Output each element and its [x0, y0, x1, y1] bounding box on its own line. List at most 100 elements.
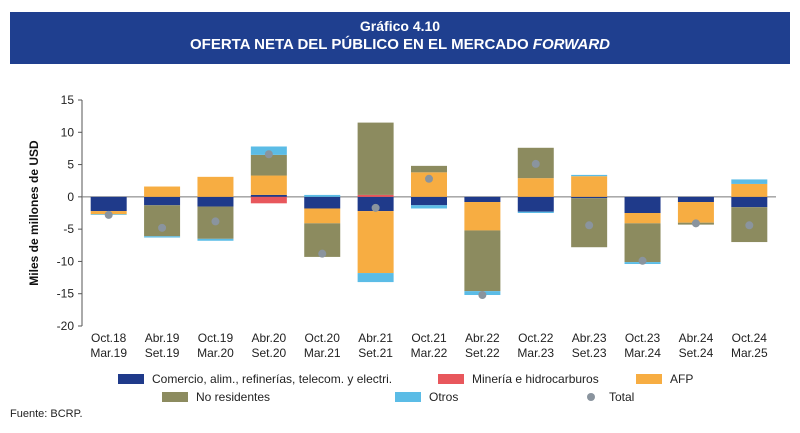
legend-marker-total — [587, 393, 595, 401]
legend-label-no_residentes: No residentes — [196, 390, 270, 404]
bar-segment-afp — [677, 202, 714, 223]
y-tick-label: -10 — [57, 254, 75, 268]
legend-swatch-mineria — [438, 374, 464, 384]
bar-segment-comercio — [571, 196, 608, 199]
x-tick-label: Set.22 — [465, 346, 500, 360]
total-point — [371, 203, 380, 212]
x-tick-label: Abr.21 — [358, 331, 393, 345]
legend-swatch-afp — [636, 374, 662, 384]
total-point — [585, 221, 594, 230]
y-tick-label: -20 — [57, 319, 75, 333]
x-tick-label: Set.23 — [572, 346, 607, 360]
chart-title-main: OFERTA NETA DEL PÚBLICO EN EL MERCADO — [189, 36, 533, 53]
bar-segment-otros — [144, 236, 181, 238]
x-tick-label: Oct.20 — [305, 331, 341, 345]
x-tick-label: Oct.18 — [91, 331, 127, 345]
x-tick-label: Oct.19 — [198, 331, 234, 345]
x-tick-label: Mar.22 — [411, 346, 448, 360]
x-tick-label: Abr.20 — [251, 331, 286, 345]
chart-title-italic: FORWARD — [532, 36, 611, 53]
total-point — [318, 249, 327, 258]
x-tick-label: Oct.22 — [518, 331, 554, 345]
x-tick-label: Mar.20 — [197, 346, 234, 360]
x-tick-label: Mar.21 — [304, 346, 341, 360]
x-tick-label: Abr.22 — [465, 331, 500, 345]
y-tick-label: -5 — [63, 222, 74, 236]
bar-segment-comercio — [677, 196, 714, 203]
x-tick-label: Set.24 — [679, 346, 714, 360]
x-tick-label: Abr.23 — [572, 331, 607, 345]
legend-swatch-no_residentes — [162, 392, 188, 402]
bar-segment-afp — [304, 208, 341, 224]
x-tick-label: Set.19 — [145, 346, 180, 360]
x-tick-label: Oct.24 — [732, 331, 768, 345]
bar-segment-comercio — [90, 196, 127, 212]
total-point — [531, 159, 540, 168]
legend-label-total: Total — [609, 390, 634, 404]
bar-segment-comercio — [197, 196, 234, 207]
x-tick-label: Mar.24 — [624, 346, 661, 360]
bar-segment-afp — [357, 211, 394, 274]
total-point — [638, 256, 647, 265]
source-note: Fuente: BCRP. — [10, 408, 83, 420]
total-point — [104, 210, 113, 219]
legend-label-otros: Otros — [429, 390, 458, 404]
bar-segment-comercio — [731, 196, 768, 208]
x-tick-label: Set.21 — [358, 346, 393, 360]
chart-title: OFERTA NETA DEL PÚBLICO EN EL MERCADO FO… — [10, 35, 790, 55]
legend-swatch-otros — [395, 392, 421, 402]
bar-segment-comercio — [304, 196, 341, 209]
chart-header: Gráfico 4.10 OFERTA NETA DEL PÚBLICO EN … — [10, 12, 790, 64]
x-tick-label: Abr.19 — [145, 331, 180, 345]
bar-segment-otros — [197, 238, 234, 241]
legend-label-mineria: Minería e hidrocarburos — [472, 372, 599, 386]
bar-segment-otros — [304, 194, 341, 197]
total-point — [478, 291, 487, 300]
bar-segment-otros — [731, 179, 768, 184]
x-tick-label: Mar.23 — [517, 346, 554, 360]
bar-segment-comercio — [517, 196, 554, 212]
bar-segment-otros — [357, 273, 394, 283]
bar-segment-comercio — [250, 194, 287, 197]
bar-segment-no_residentes — [464, 230, 501, 292]
bar-segment-afp — [624, 213, 661, 224]
total-point — [745, 221, 754, 230]
bar-segment-no_residentes — [411, 165, 447, 173]
x-tick-label: Set.20 — [251, 346, 286, 360]
bar-segment-otros — [571, 174, 608, 177]
x-tick-label: Oct.23 — [625, 331, 661, 345]
bar-segment-comercio — [464, 196, 501, 203]
legend-label-afp: AFP — [670, 372, 693, 386]
bar-segment-no_residentes — [624, 223, 661, 263]
x-tick-label: Oct.21 — [411, 331, 447, 345]
bar-segment-no_residentes — [250, 154, 287, 176]
x-tick-label: Mar.19 — [90, 346, 127, 360]
total-point — [425, 174, 433, 183]
legend-label-comercio: Comercio, alim., refinerías, telecom. y … — [152, 372, 392, 386]
y-tick-label: 10 — [61, 125, 75, 139]
bar-segment-afp — [517, 178, 554, 197]
legend-swatch-comercio — [118, 374, 144, 384]
bar-segment-comercio — [144, 196, 181, 206]
bar-segment-comercio — [411, 196, 447, 206]
x-tick-label: Abr.24 — [679, 331, 714, 345]
y-tick-label: 15 — [61, 93, 75, 107]
bar-segment-comercio — [624, 196, 661, 213]
x-tick-label: Mar.25 — [731, 346, 768, 360]
bar-segment-mineria — [357, 194, 394, 197]
y-tick-label: -15 — [57, 287, 75, 301]
bar-segment-afp — [464, 202, 501, 231]
bar-segment-afp — [197, 176, 234, 197]
y-tick-label: 0 — [67, 190, 74, 204]
total-point — [691, 219, 700, 228]
bar-segment-otros — [517, 211, 554, 213]
total-point — [158, 223, 167, 232]
total-point — [211, 217, 220, 226]
bar-segment-afp — [731, 183, 768, 197]
bar-segment-no_residentes — [357, 122, 394, 195]
chart-number: Gráfico 4.10 — [359, 18, 441, 34]
y-tick-label: 5 — [67, 158, 74, 172]
bar-segment-mineria — [250, 196, 287, 204]
y-axis-label: Miles de millones de USD — [27, 140, 41, 286]
